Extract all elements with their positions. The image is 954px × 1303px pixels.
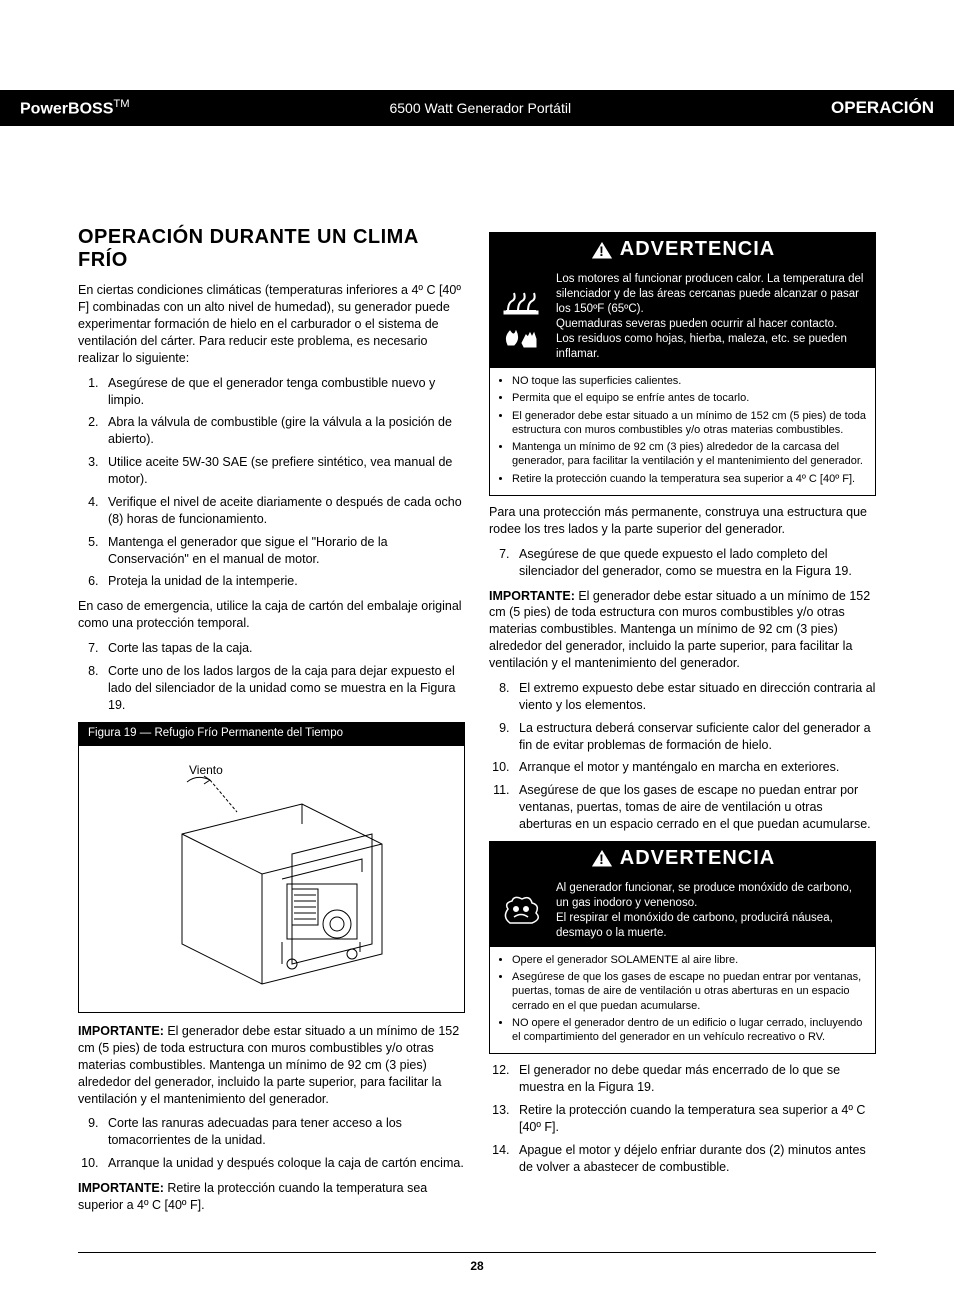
important-3: IMPORTANTE: El generador debe estar situ…: [489, 588, 876, 672]
list-item: Verifique el nivel de aceite diariamente…: [102, 494, 465, 528]
warning-title: ADVERTENCIA: [620, 845, 775, 872]
header-left: PowerBOSSTM: [20, 98, 130, 118]
list-item: Corte uno de los lados largos de la caja…: [102, 663, 465, 714]
important-label: IMPORTANTE:: [78, 1181, 164, 1195]
list-item: Corte las ranuras adecuadas para tener a…: [102, 1115, 465, 1149]
header-bar: PowerBOSSTM 6500 Watt Generador Portátil…: [0, 90, 954, 126]
warning-icon-cell: [490, 875, 552, 947]
warning-title: ADVERTENCIA: [620, 236, 775, 263]
list-3: Corte las ranuras adecuadas para tener a…: [78, 1115, 465, 1172]
warning-box-1: ! ADVERTENCIA Los: [489, 232, 876, 496]
list-item: Arranque el motor y manténgalo en marcha…: [513, 759, 876, 776]
warn-bullet: Mantenga un mínimo de 92 cm (3 pies) alr…: [512, 440, 867, 469]
list-item: Arranque la unidad y después coloque la …: [102, 1155, 465, 1172]
list-item: Asegúrese de que quede expuesto el lado …: [513, 546, 876, 580]
toxic-fumes-icon: [500, 895, 542, 927]
page: PowerBOSSTM 6500 Watt Generador Portátil…: [0, 90, 954, 1303]
tm-mark: TM: [113, 98, 129, 110]
warning-text: Los motores al funcionar producen calor.…: [552, 266, 875, 368]
warning-header: ! ADVERTENCIA: [490, 842, 875, 875]
fire-hand-icon: [500, 319, 542, 351]
list-6: El generador no debe quedar más encerrad…: [489, 1062, 876, 1175]
section-title: OPERACIÓN DURANTE UN CLIMA FRÍO: [78, 226, 465, 272]
figure-caption: Figura 19 — Refugio Frío Permanente del …: [78, 722, 465, 746]
generator-diagram: [142, 764, 402, 994]
warn-bullet: Opere el generador SOLAMENTE al aire lib…: [512, 953, 867, 967]
list-item: Apague el motor y déjelo enfriar durante…: [513, 1142, 876, 1176]
list-item: El extremo expuesto debe estar situado e…: [513, 680, 876, 714]
right-column: ! ADVERTENCIA Los: [489, 226, 876, 1222]
header-right: OPERACIÓN: [831, 98, 934, 118]
list-4: Asegúrese de que quede expuesto el lado …: [489, 546, 876, 580]
left-column: OPERACIÓN DURANTE UN CLIMA FRÍO En ciert…: [78, 226, 465, 1222]
figure-19: Figura 19 — Refugio Frío Permanente del …: [78, 722, 465, 1014]
important-1: IMPORTANTE: El generador debe estar situ…: [78, 1023, 465, 1107]
content-columns: OPERACIÓN DURANTE UN CLIMA FRÍO En ciert…: [0, 126, 954, 1252]
warn-bullet: NO toque las superficies calientes.: [512, 374, 867, 388]
svg-text:!: !: [599, 243, 605, 259]
warning-text: Al generador funcionar, se produce monóx…: [552, 875, 875, 947]
warning-triangle-icon: !: [590, 848, 614, 868]
warn-bullet: Permita que el equipo se enfríe antes de…: [512, 391, 867, 405]
list-item: Proteja la unidad de la intemperie.: [102, 573, 465, 590]
page-number: 28: [78, 1252, 876, 1303]
list-item: Asegúrese de que los gases de escape no …: [513, 782, 876, 833]
warn-bullet: NO opere el generador dentro de un edifi…: [512, 1016, 867, 1045]
warn-bullet: Retire la protección cuando la temperatu…: [512, 472, 867, 486]
list-item: Utilice aceite 5W-30 SAE (se prefiere si…: [102, 454, 465, 488]
important-label: IMPORTANTE:: [78, 1024, 164, 1038]
intro-para: En ciertas condiciones climáticas (tempe…: [78, 282, 465, 366]
list-item: El generador no debe quedar más encerrad…: [513, 1062, 876, 1096]
list-1: Asegúrese de que el generador tenga comb…: [78, 375, 465, 591]
list-item: Asegúrese de que el generador tenga comb…: [102, 375, 465, 409]
warning-triangle-icon: !: [590, 240, 614, 260]
warning-icon-cell: [490, 266, 552, 368]
important-label: IMPORTANTE:: [489, 589, 575, 603]
warning-box-2: ! ADVERTENCIA Al generador funcionar, se…: [489, 841, 876, 1055]
wind-label: Viento: [189, 762, 223, 778]
list-2: Corte las tapas de la caja. Corte uno de…: [78, 640, 465, 714]
para-2: En caso de emergencia, utilice la caja d…: [78, 598, 465, 632]
list-item: Retire la protección cuando la temperatu…: [513, 1102, 876, 1136]
list-item: Abra la válvula de combustible (gire la …: [102, 414, 465, 448]
warn-bullet: Asegúrese de que los gases de escape no …: [512, 970, 867, 1013]
list-item: Mantenga el generador que sigue el "Hora…: [102, 534, 465, 568]
warning-top: Los motores al funcionar producen calor.…: [490, 266, 875, 368]
figure-body: Viento: [78, 745, 465, 1013]
hot-surface-icon: [500, 283, 542, 315]
brand-name: PowerBOSS: [20, 100, 113, 117]
important-2: IMPORTANTE: Retire la protección cuando …: [78, 1180, 465, 1214]
warning-bullets: NO toque las superficies calientes. Perm…: [490, 368, 875, 495]
list-item: La estructura deberá conservar suficient…: [513, 720, 876, 754]
list-item: Corte las tapas de la caja.: [102, 640, 465, 657]
para-after-warn1: Para una protección más permanente, cons…: [489, 504, 876, 538]
warning-header: ! ADVERTENCIA: [490, 233, 875, 266]
warn-bullet: El generador debe estar situado a un mín…: [512, 409, 867, 438]
header-center: 6500 Watt Generador Portátil: [130, 100, 832, 116]
list-5: El extremo expuesto debe estar situado e…: [489, 680, 876, 833]
svg-text:!: !: [599, 851, 605, 867]
warning-bullets: Opere el generador SOLAMENTE al aire lib…: [490, 947, 875, 1054]
warning-top: Al generador funcionar, se produce monóx…: [490, 875, 875, 947]
